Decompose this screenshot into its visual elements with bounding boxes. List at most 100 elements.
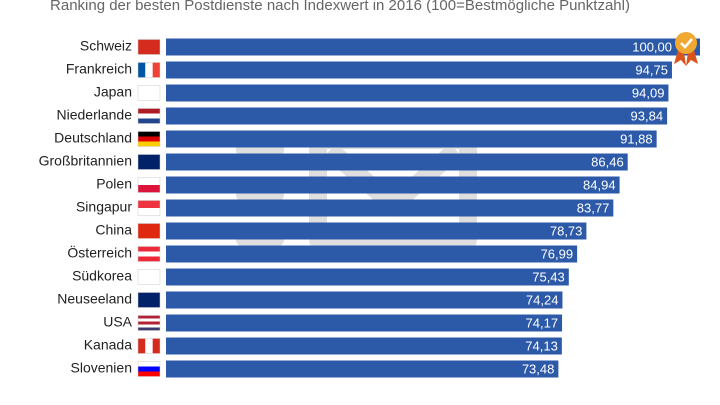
category-label: Südkorea (72, 268, 132, 284)
flag-stripe (138, 256, 160, 262)
bar (166, 245, 578, 263)
flag-stripe (138, 136, 160, 142)
bar (166, 130, 657, 148)
flag-stripe (138, 154, 160, 170)
badge-check (680, 38, 693, 49)
flag-stripe (138, 85, 160, 101)
flag (137, 108, 161, 124)
bar (166, 314, 563, 332)
bar (166, 268, 569, 286)
flag (137, 246, 161, 262)
flag-stripe (152, 62, 160, 78)
badge-circle (675, 32, 697, 54)
flag-border (137, 62, 161, 78)
value-label: 74,17 (526, 315, 559, 330)
flag-stripe (138, 208, 160, 216)
flag-border (137, 154, 161, 170)
flag-border (137, 269, 161, 285)
category-label: Niederlande (57, 107, 133, 123)
flag (137, 338, 161, 354)
flag-stripe (138, 321, 160, 325)
flag-border (137, 131, 161, 147)
flag-stripe (138, 361, 160, 367)
category-label: Neuseeland (57, 291, 132, 307)
flag-border (137, 177, 161, 193)
value-label: 94,75 (635, 62, 668, 77)
bar (166, 222, 587, 240)
category-label: Österreich (67, 244, 132, 261)
value-label: 93,84 (631, 108, 664, 123)
bar (166, 176, 620, 194)
category-label: Slovenien (71, 360, 133, 376)
value-label: 74,13 (525, 338, 558, 353)
flag (137, 177, 161, 193)
flag-border (137, 315, 161, 331)
flag-border (137, 292, 161, 308)
flag (137, 39, 161, 55)
value-label: 76,99 (541, 246, 574, 261)
flag-border (137, 200, 161, 216)
category-label: Deutschland (54, 130, 132, 146)
value-label: 83,77 (577, 200, 610, 215)
value-label: 86,46 (591, 154, 624, 169)
category-label: Japan (94, 84, 132, 100)
flag-border (137, 85, 161, 101)
flag (137, 62, 161, 78)
flag-stripe (138, 269, 160, 285)
bar (166, 61, 672, 79)
flag-stripe (138, 371, 160, 377)
flag-stripe (138, 118, 160, 124)
bar (166, 153, 628, 171)
flag-border (137, 246, 161, 262)
flag-stripe (138, 327, 160, 331)
flag-stripe (138, 131, 160, 137)
flag-stripe (138, 366, 160, 372)
category-label: China (95, 222, 132, 238)
badge (674, 32, 698, 66)
badge-ribbon (674, 50, 698, 66)
category-label: Schweiz (80, 38, 132, 54)
value-label: 100,00 (632, 39, 672, 54)
flag (137, 361, 161, 377)
flag-stripe (138, 177, 160, 185)
bar (166, 199, 614, 217)
flag (137, 85, 161, 101)
flag (137, 200, 161, 216)
flag-stripe (138, 246, 160, 252)
chart-title: Ranking der besten Postdienste nach Inde… (50, 0, 630, 14)
category-label: Kanada (84, 337, 132, 353)
category-label: Frankreich (66, 61, 132, 77)
flag (137, 292, 161, 308)
flag-border (137, 108, 161, 124)
flag-stripe (138, 200, 160, 208)
flag-stripe (138, 292, 160, 308)
value-label: 75,43 (532, 269, 565, 284)
flag (137, 315, 161, 331)
value-label: 74,24 (526, 292, 559, 307)
value-label: 73,48 (522, 361, 555, 376)
flag-border (137, 338, 161, 354)
value-label: 94,09 (632, 85, 665, 100)
flag-stripe (138, 141, 160, 147)
bar (166, 107, 668, 125)
flag-stripe (138, 62, 146, 78)
flag-stripe (138, 39, 160, 55)
flag (137, 223, 161, 239)
bar (166, 337, 562, 355)
flag-stripe (138, 338, 146, 354)
flag-stripe (138, 108, 160, 114)
bar (166, 360, 559, 378)
flag-border (137, 223, 161, 239)
flag-stripe (138, 223, 160, 239)
bar (166, 38, 700, 56)
bar (166, 84, 669, 102)
category-label: USA (103, 314, 132, 330)
flag (137, 154, 161, 170)
flag-border (137, 361, 161, 377)
bar (166, 291, 563, 309)
flag-stripe (138, 315, 160, 319)
flag-stripe (138, 324, 160, 328)
flag (137, 269, 161, 285)
flag-stripe (138, 185, 160, 193)
